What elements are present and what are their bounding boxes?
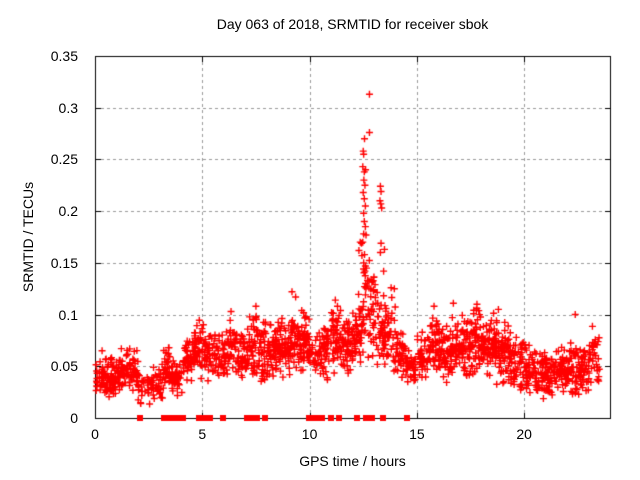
y-tick-label: 0.35 bbox=[50, 48, 78, 64]
y-tick-label: 0 bbox=[70, 410, 78, 426]
y-tick-label: 0.15 bbox=[50, 254, 78, 271]
y-tick-label: 0.3 bbox=[58, 99, 78, 116]
x-axis-title: GPS time / hours bbox=[299, 453, 406, 469]
y-tick-label: 0.05 bbox=[50, 358, 78, 375]
y-tick-label: 0.2 bbox=[58, 203, 78, 220]
x-tick-label: 15 bbox=[409, 426, 425, 442]
y-tick-label: 0.1 bbox=[58, 306, 78, 323]
y-axis-title: SRMTID / TECUs bbox=[20, 181, 36, 293]
x-tick-label: 5 bbox=[198, 426, 207, 442]
chart-title: Day 063 of 2018, SRMTID for receiver sbo… bbox=[216, 16, 489, 32]
x-tick-label: 20 bbox=[516, 426, 532, 442]
y-tick-label: 0.25 bbox=[50, 151, 78, 168]
x-tick-label: 10 bbox=[301, 426, 318, 442]
x-tick-label: 0 bbox=[91, 426, 99, 442]
